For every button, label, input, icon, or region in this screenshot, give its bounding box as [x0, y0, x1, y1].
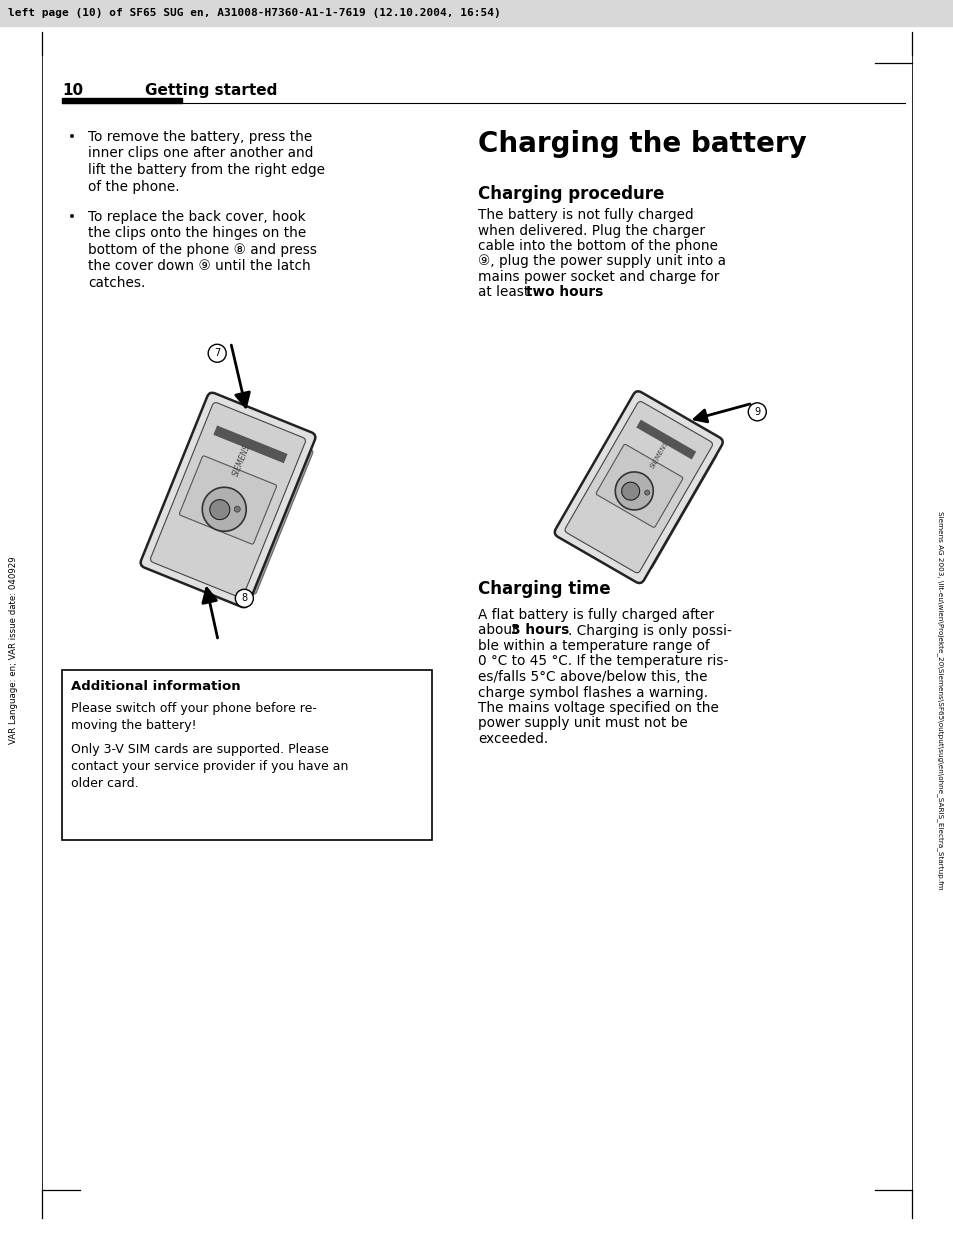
Text: SIEMENS: SIEMENS	[231, 442, 253, 477]
Text: Charging time: Charging time	[477, 579, 610, 598]
Circle shape	[210, 500, 230, 520]
FancyBboxPatch shape	[638, 447, 717, 569]
Text: 8: 8	[241, 593, 247, 603]
Text: VAR Language: en; VAR issue date: 040929: VAR Language: en; VAR issue date: 040929	[10, 556, 18, 744]
Text: .: .	[595, 285, 598, 299]
Bar	[636, 420, 696, 460]
Text: To replace the back cover, hook: To replace the back cover, hook	[88, 211, 305, 224]
Text: The mains voltage specified on the: The mains voltage specified on the	[477, 701, 719, 715]
Text: es/falls 5°C above/below this, the: es/falls 5°C above/below this, the	[477, 670, 707, 684]
Text: moving the battery!: moving the battery!	[71, 719, 196, 731]
Text: •: •	[68, 211, 76, 224]
Text: the clips onto the hinges on the: the clips onto the hinges on the	[88, 227, 306, 240]
Circle shape	[644, 490, 649, 495]
Text: Additional information: Additional information	[71, 680, 240, 693]
Text: 0 °C to 45 °C. If the temperature ris-: 0 °C to 45 °C. If the temperature ris-	[477, 654, 727, 669]
Circle shape	[202, 487, 246, 531]
FancyBboxPatch shape	[554, 391, 722, 583]
Circle shape	[234, 506, 240, 512]
Text: Siemens AG 2003, \llt-eu\wien\Projekte_20\Siemens\SF65\output\sug\en\ohne_SARIS_: Siemens AG 2003, \llt-eu\wien\Projekte_2…	[936, 511, 943, 890]
Text: ⑨, plug the power supply unit into a: ⑨, plug the power supply unit into a	[477, 254, 725, 268]
Text: 3 hours: 3 hours	[511, 623, 569, 638]
Text: the cover down ⑨ until the latch: the cover down ⑨ until the latch	[88, 259, 311, 274]
Circle shape	[615, 472, 653, 510]
Circle shape	[621, 482, 639, 500]
Text: of the phone.: of the phone.	[88, 179, 179, 193]
Text: two hours: two hours	[525, 285, 602, 299]
Circle shape	[747, 402, 765, 421]
Text: contact your service provider if you have an: contact your service provider if you hav…	[71, 760, 348, 773]
Text: SIEMENS: SIEMENS	[649, 440, 669, 470]
Text: 10: 10	[62, 83, 83, 98]
FancyBboxPatch shape	[140, 392, 315, 607]
Text: older card.: older card.	[71, 778, 138, 790]
FancyBboxPatch shape	[564, 401, 712, 573]
Text: charge symbol flashes a warning.: charge symbol flashes a warning.	[477, 685, 707, 699]
Text: . Charging is only possi-: . Charging is only possi-	[567, 623, 731, 638]
FancyBboxPatch shape	[239, 445, 313, 594]
Text: about: about	[477, 623, 521, 638]
Text: ble within a temperature range of: ble within a temperature range of	[477, 639, 709, 653]
Text: cable into the bottom of the phone: cable into the bottom of the phone	[477, 239, 718, 253]
FancyBboxPatch shape	[179, 456, 276, 545]
Text: Charging the battery: Charging the battery	[477, 130, 806, 158]
Text: A flat battery is fully charged after: A flat battery is fully charged after	[477, 608, 713, 622]
Text: 9: 9	[754, 407, 760, 417]
Text: when delivered. Plug the charger: when delivered. Plug the charger	[477, 223, 704, 238]
FancyBboxPatch shape	[596, 445, 682, 527]
Circle shape	[208, 344, 226, 363]
Text: left page (10) of SF65 SUG en, A31008-H7360-A1-1-7619 (12.10.2004, 16:54): left page (10) of SF65 SUG en, A31008-H7…	[8, 7, 500, 17]
Text: •: •	[68, 130, 76, 145]
Text: at least: at least	[477, 285, 533, 299]
Bar	[62, 98, 182, 103]
Text: Charging procedure: Charging procedure	[477, 184, 663, 203]
Bar	[0, 0, 953, 26]
Text: lift the battery from the right edge: lift the battery from the right edge	[88, 163, 325, 177]
Text: Getting started: Getting started	[145, 83, 277, 98]
Text: 7: 7	[213, 349, 220, 359]
Circle shape	[235, 589, 253, 607]
Text: mains power socket and charge for: mains power socket and charge for	[477, 270, 719, 284]
Text: inner clips one after another and: inner clips one after another and	[88, 147, 313, 161]
Text: Only 3-V SIM cards are supported. Please: Only 3-V SIM cards are supported. Please	[71, 743, 329, 756]
FancyBboxPatch shape	[151, 402, 305, 597]
Text: bottom of the phone ⑧ and press: bottom of the phone ⑧ and press	[88, 243, 316, 257]
Bar	[62, 670, 432, 840]
Text: power supply unit must not be: power supply unit must not be	[477, 716, 687, 730]
Text: exceeded.: exceeded.	[477, 731, 548, 746]
Text: The battery is not fully charged: The battery is not fully charged	[477, 208, 693, 222]
Bar	[213, 425, 287, 464]
Text: Please switch off your phone before re-: Please switch off your phone before re-	[71, 701, 316, 715]
Text: To remove the battery, press the: To remove the battery, press the	[88, 130, 312, 145]
Text: catches.: catches.	[88, 277, 145, 290]
